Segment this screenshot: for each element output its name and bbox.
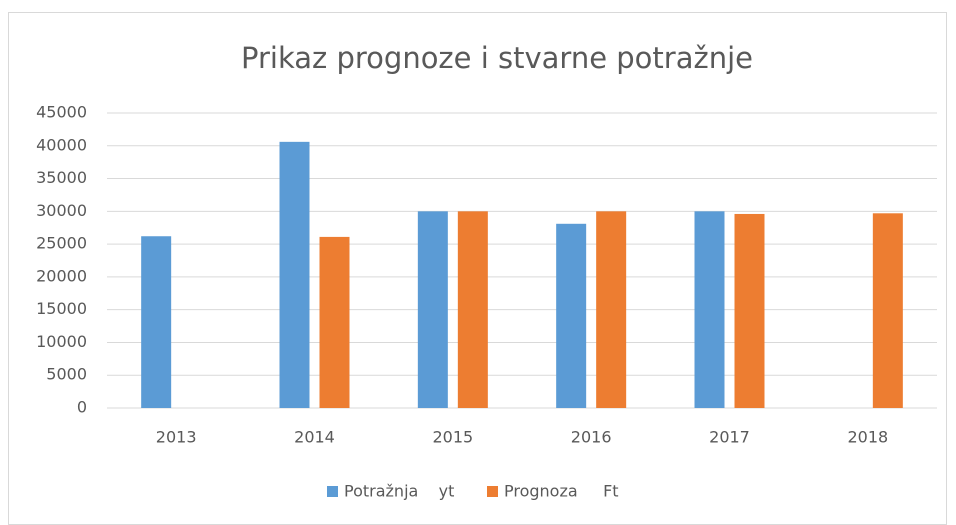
bar [457,211,488,408]
y-tick-label: 0 [77,398,87,417]
y-tick-label: 15000 [36,299,87,318]
legend-label: Potražnja yt [344,482,454,501]
y-tick-label: 5000 [46,365,87,384]
x-tick-label: 2018 [847,428,888,447]
x-tick-label: 2014 [294,428,335,447]
bar [734,213,765,408]
chart-title: Prikaz prognoze i stvarne potražnje [241,41,753,75]
x-tick-label: 2015 [432,428,473,447]
y-tick-label: 40000 [36,135,87,154]
bar [319,236,350,408]
y-tick-label: 10000 [36,332,87,351]
x-tick-label: 2013 [156,428,197,447]
x-tick-label: 2016 [571,428,612,447]
bar [596,211,627,408]
bar [279,141,310,408]
bar [694,211,725,408]
bar [556,223,587,408]
bar [417,211,448,408]
legend-swatch [327,486,338,497]
x-tick-label: 2017 [709,428,750,447]
legend-label: Prognoza Ft [504,482,619,501]
bar [141,236,172,408]
y-tick-label: 45000 [36,103,87,122]
y-tick-label: 20000 [36,266,87,285]
y-tick-label: 30000 [36,201,87,220]
legend-swatch [487,486,498,497]
bar [872,213,903,408]
y-tick-label: 35000 [36,168,87,187]
y-tick-label: 25000 [36,234,87,253]
